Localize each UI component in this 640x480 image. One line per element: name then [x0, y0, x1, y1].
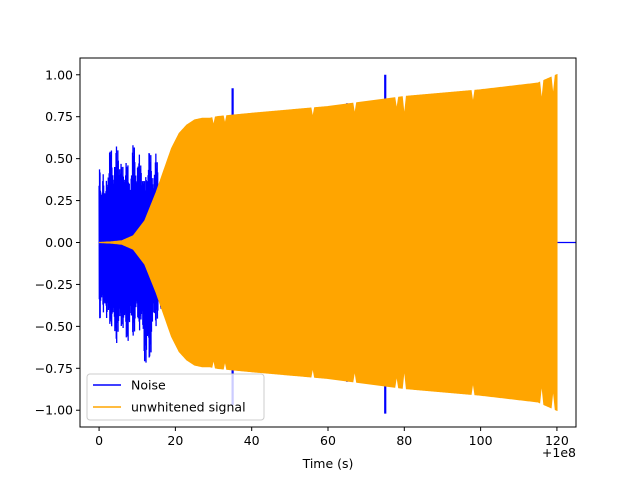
y-tick-label-0: −1.00	[35, 403, 73, 418]
signal-dip-top-0	[211, 114, 216, 124]
x-tick-label-2: 40	[244, 433, 260, 448]
x-tick-label-0: 0	[95, 433, 103, 448]
y-tick-label-3: −0.25	[35, 277, 73, 292]
legend: Noise unwhitened signal	[86, 373, 265, 421]
signal-dip-top-1	[223, 112, 227, 122]
x-axis-offset-text: +1e8	[542, 445, 576, 460]
signal-dip-bottom-4	[394, 378, 399, 391]
x-tick-label-4: 80	[396, 433, 412, 448]
legend-label-signal: unwhitened signal	[131, 400, 246, 415]
signal-dip-bottom-8	[551, 393, 556, 412]
x-tick-label-5: 100	[469, 433, 493, 448]
signal-dip-top-8	[551, 73, 556, 92]
signal-dip-top-5	[402, 93, 407, 112]
y-tick-label-2: −0.50	[35, 319, 73, 334]
x-axis-title: Time (s)	[302, 456, 354, 471]
y-tick-label-4: 0.00	[45, 235, 73, 250]
signal-envelope	[99, 73, 558, 412]
signal-dip-bottom-2	[310, 369, 315, 381]
series-unwhitened-signal	[99, 73, 558, 412]
axes-layer: 0 20 40 60 80 100 120 −1.00 −0.75 −0.50 −0.25 0.00 0…	[35, 57, 577, 448]
y-tick-label-8: 1.00	[45, 67, 73, 82]
signal-dip-top-4	[394, 94, 399, 107]
legend-label-noise: Noise	[131, 378, 166, 393]
y-tick-label-6: 0.50	[45, 151, 73, 166]
y-tick-label-1: −0.75	[35, 361, 73, 376]
series-layer	[98, 73, 576, 414]
y-tick-label-5: 0.25	[45, 193, 73, 208]
signal-dip-top-7	[539, 78, 544, 97]
signal-dip-bottom-5	[402, 373, 407, 392]
x-tick-label-3: 60	[320, 433, 336, 448]
legend-box	[86, 373, 265, 421]
signal-dip-top-2	[310, 104, 315, 116]
y-tick-label-7: 0.75	[45, 109, 73, 124]
signal-dip-top-6	[471, 87, 475, 100]
signal-dip-bottom-1	[223, 363, 227, 373]
signal-dip-bottom-7	[539, 388, 544, 407]
signal-dip-bottom-3	[352, 373, 357, 386]
x-tick-label-6: 120	[545, 433, 569, 448]
signal-dip-bottom-0	[211, 361, 216, 371]
x-tick-label-1: 20	[167, 433, 183, 448]
signal-dip-top-3	[352, 99, 357, 112]
signal-dip-bottom-6	[471, 385, 475, 398]
